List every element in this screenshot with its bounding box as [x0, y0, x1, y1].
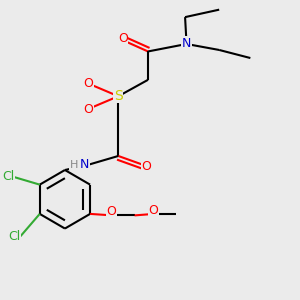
Text: H: H: [70, 160, 78, 170]
Text: Cl: Cl: [2, 170, 14, 183]
Text: O: O: [106, 205, 116, 218]
Text: O: O: [118, 32, 128, 44]
Text: S: S: [114, 89, 123, 103]
Text: O: O: [84, 76, 94, 90]
Text: O: O: [84, 103, 94, 116]
Text: O: O: [142, 160, 152, 173]
Text: N: N: [182, 37, 191, 50]
Text: N: N: [80, 158, 89, 171]
Text: Cl: Cl: [8, 230, 20, 243]
Text: O: O: [148, 204, 158, 217]
